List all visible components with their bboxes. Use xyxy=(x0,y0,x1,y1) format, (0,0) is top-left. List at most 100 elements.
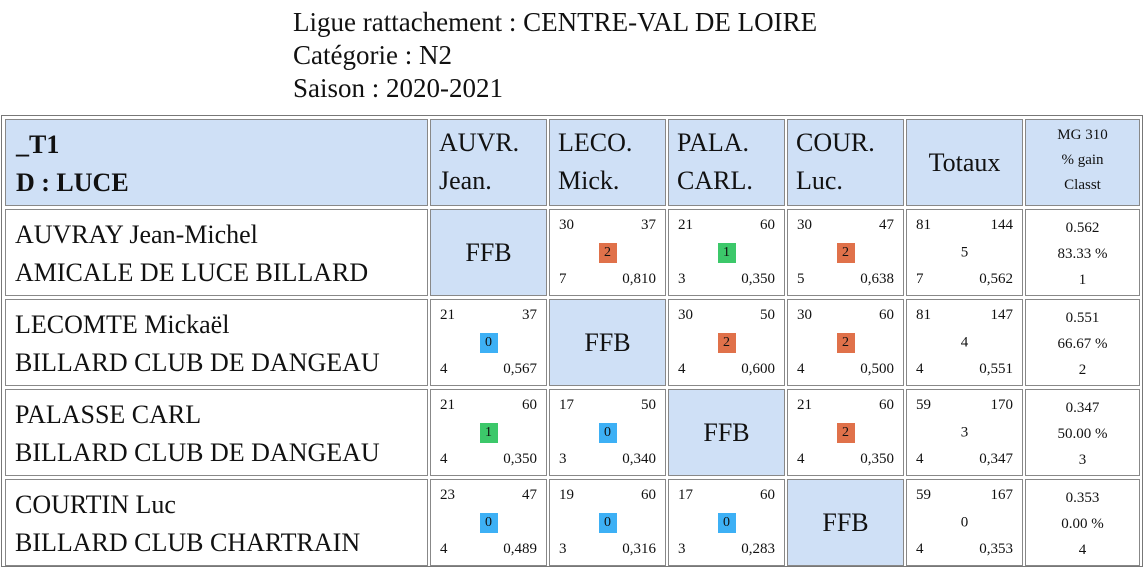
points-target: 60 xyxy=(879,307,894,323)
mg-header: MG 310 % gain Classt xyxy=(1025,119,1140,206)
ffb-diagonal-cell: FFB xyxy=(430,209,547,296)
innings-count: 4 xyxy=(797,451,805,467)
results-table-frame xyxy=(1,115,1143,567)
match-points-badge: 0 xyxy=(717,512,736,533)
total-target: 144 xyxy=(990,217,1014,233)
innings-count: 7 xyxy=(559,271,567,287)
points-target: 47 xyxy=(879,217,894,233)
points-target: 50 xyxy=(760,307,775,323)
categorie-value: N2 xyxy=(418,40,452,70)
report-header: Ligue rattachement : CENTRE-VAL DE LOIRE… xyxy=(293,6,817,105)
total-points: 59 xyxy=(916,487,931,503)
column-header-firstname: Mick. xyxy=(558,166,620,195)
innings-count: 3 xyxy=(559,541,567,557)
innings-count: 3 xyxy=(678,541,686,557)
column-header-surname: COUR. xyxy=(796,128,875,157)
match-points-badge: 2 xyxy=(717,332,736,353)
total-points: 81 xyxy=(916,217,931,233)
ligue-value: CENTRE-VAL DE LOIRE xyxy=(523,7,818,37)
match-points-badge: 1 xyxy=(717,242,736,263)
points-scored: 30 xyxy=(678,307,693,323)
ligue-line: Ligue rattachement : CENTRE-VAL DE LOIRE xyxy=(293,6,817,39)
total-points: 81 xyxy=(916,307,931,323)
column-header-firstname: CARL. xyxy=(677,166,753,195)
player-cell: COURTIN Luc BILLARD CLUB CHARTRAIN xyxy=(5,479,428,566)
gain-header-line: % gain xyxy=(1061,152,1104,168)
points-scored: 17 xyxy=(559,397,574,413)
match-points-badge: 0 xyxy=(598,512,617,533)
player-cell: LECOMTE Mickaël BILLARD CLUB DE DANGEAU xyxy=(5,299,428,386)
column-header-firstname: Jean. xyxy=(439,166,492,195)
ranking: 1 xyxy=(1078,272,1087,288)
gain-percentage: 50.00 % xyxy=(1057,426,1108,442)
total-innings: 4 xyxy=(916,361,924,377)
total-target: 167 xyxy=(990,487,1014,503)
total-match-points: 3 xyxy=(960,424,969,440)
innings-count: 4 xyxy=(678,361,686,377)
player-club: AMICALE DE LUCE BILLARD xyxy=(15,258,369,287)
match-result-cell: 30 50 2 4 0,600 xyxy=(668,299,785,386)
average-value: 0,600 xyxy=(741,361,775,377)
average-value: 0,316 xyxy=(622,541,656,557)
average-value: 0,350 xyxy=(860,451,894,467)
match-result-cell: 21 60 1 3 0,350 xyxy=(668,209,785,296)
points-target: 60 xyxy=(760,217,775,233)
points-target: 60 xyxy=(522,397,537,413)
player-name: AUVRAY Jean-Michel xyxy=(15,220,258,249)
points-scored: 21 xyxy=(440,397,455,413)
match-points-badge: 2 xyxy=(598,242,617,263)
ranking: 4 xyxy=(1078,542,1087,558)
player-club: BILLARD CLUB CHARTRAIN xyxy=(15,528,361,557)
stats-cell: 0.347 50.00 % 3 xyxy=(1025,389,1140,476)
match-points-badge: 0 xyxy=(479,332,498,353)
classt-header-line: Classt xyxy=(1064,177,1101,193)
totals-cell: 81 147 4 4 0,551 xyxy=(906,299,1023,386)
column-header-opponent: LECO. Mick. xyxy=(549,119,666,206)
points-scored: 23 xyxy=(440,487,455,503)
total-target: 170 xyxy=(990,397,1014,413)
points-scored: 30 xyxy=(797,307,812,323)
categorie-label: Catégorie : xyxy=(293,40,419,70)
player-name: LECOMTE Mickaël xyxy=(15,310,230,339)
ranking: 2 xyxy=(1078,362,1087,378)
total-target: 147 xyxy=(990,307,1014,323)
points-scored: 17 xyxy=(678,487,693,503)
points-scored: 30 xyxy=(559,217,574,233)
innings-count: 3 xyxy=(559,451,567,467)
ffb-label: FFB xyxy=(584,327,631,357)
match-result-cell: 21 60 2 4 0,350 xyxy=(787,389,904,476)
column-header-surname: AUVR. xyxy=(439,128,520,157)
totaux-header-label: Totaux xyxy=(928,147,1001,177)
points-scored: 21 xyxy=(678,217,693,233)
points-target: 60 xyxy=(879,397,894,413)
average-value: 0,350 xyxy=(503,451,537,467)
match-result-cell: 17 60 0 3 0,283 xyxy=(668,479,785,566)
match-result-cell: 21 60 1 4 0,350 xyxy=(430,389,547,476)
points-target: 37 xyxy=(641,217,656,233)
points-target: 50 xyxy=(641,397,656,413)
gain-percentage: 83.33 % xyxy=(1057,246,1108,262)
general-average: 0.353 xyxy=(1065,490,1100,506)
ranking: 3 xyxy=(1078,452,1087,468)
points-scored: 30 xyxy=(797,217,812,233)
table-corner-header: _T1 D : LUCE xyxy=(5,119,428,206)
average-value: 0,567 xyxy=(503,361,537,377)
ffb-label: FFB xyxy=(703,417,750,447)
table-division-label: D : LUCE xyxy=(16,168,129,197)
saison-line: Saison : 2020-2021 xyxy=(293,72,817,105)
points-target: 37 xyxy=(522,307,537,323)
general-average: 0.551 xyxy=(1065,310,1100,326)
match-result-cell: 19 60 0 3 0,316 xyxy=(549,479,666,566)
match-points-badge: 1 xyxy=(479,422,498,443)
player-club: BILLARD CLUB DE DANGEAU xyxy=(15,348,380,377)
saison-label: Saison : xyxy=(293,73,387,103)
innings-count: 4 xyxy=(440,541,448,557)
innings-count: 4 xyxy=(440,451,448,467)
gain-percentage: 0.00 % xyxy=(1061,516,1104,532)
player-cell: PALASSE CARL BILLARD CLUB DE DANGEAU xyxy=(5,389,428,476)
points-scored: 21 xyxy=(797,397,812,413)
match-result-cell: 17 50 0 3 0,340 xyxy=(549,389,666,476)
total-innings: 4 xyxy=(916,451,924,467)
total-match-points: 0 xyxy=(960,514,969,530)
total-average: 0,353 xyxy=(979,541,1013,557)
